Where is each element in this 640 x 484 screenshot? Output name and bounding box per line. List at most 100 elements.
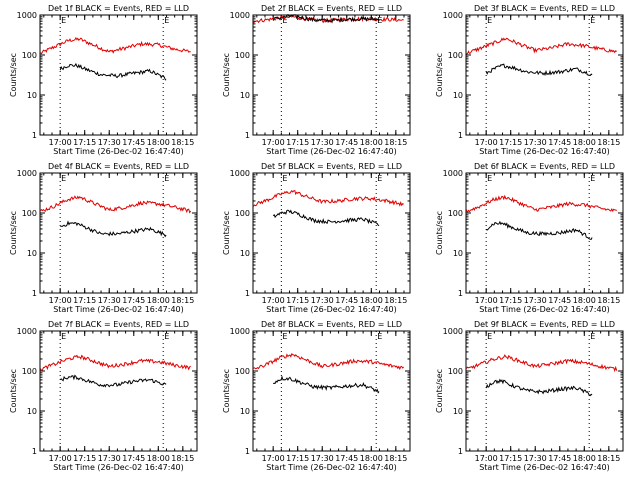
time-marker-label: E xyxy=(61,174,66,183)
x-tick-label: 18:15 xyxy=(384,296,407,305)
lld-series-line xyxy=(466,354,618,373)
plot-frame xyxy=(465,330,624,452)
y-axis-label: Counts/sec xyxy=(435,211,444,255)
x-tick-label: 17:30 xyxy=(524,454,547,463)
x-axis-label: Start Time (26-Dec-02 16:47:40) xyxy=(53,463,184,472)
y-tick-label: 10 xyxy=(453,407,463,416)
y-tick-label: 1 xyxy=(245,131,250,140)
y-tick-label: 10 xyxy=(27,249,37,258)
x-tick-label: 18:00 xyxy=(360,454,383,463)
x-tick-label: 17:15 xyxy=(499,138,522,147)
detector-panel: Det 1f BLACK = Events, RED = LLD Start Ti… xyxy=(9,4,198,156)
time-marker-label: E xyxy=(590,16,595,25)
x-tick-label: 17:30 xyxy=(98,138,121,147)
x-tick-label: 17:15 xyxy=(286,138,309,147)
x-axis-label: Start Time (26-Dec-02 16:47:40) xyxy=(53,305,184,314)
y-tick-label: 100 xyxy=(448,367,463,376)
time-marker-label: E xyxy=(377,174,382,183)
y-tick-label: 100 xyxy=(235,367,250,376)
time-marker-label: E xyxy=(282,332,287,341)
y-tick-label: 1000 xyxy=(17,11,37,20)
x-tick-label: 18:15 xyxy=(597,454,620,463)
detector-panel: Det 9f BLACK = Events, RED = LLD Start Ti… xyxy=(435,320,624,472)
time-marker-label: E xyxy=(164,332,169,341)
y-tick-label: 1 xyxy=(245,289,250,298)
x-tick-label: 18:15 xyxy=(597,138,620,147)
x-tick-label: 17:00 xyxy=(262,296,285,305)
events-series-line xyxy=(59,374,167,388)
x-tick-label: 17:45 xyxy=(122,138,145,147)
x-tick-label: 17:30 xyxy=(98,296,121,305)
time-marker-label: E xyxy=(282,174,287,183)
plot-frame xyxy=(39,330,198,452)
y-axis-label: Counts/sec xyxy=(222,53,231,97)
plot-frame xyxy=(39,14,198,136)
time-marker-label: E xyxy=(590,174,595,183)
x-tick-label: 17:45 xyxy=(335,296,358,305)
y-axis-label: Counts/sec xyxy=(222,369,231,413)
x-axis-label: Start Time (26-Dec-02 16:47:40) xyxy=(266,463,397,472)
y-tick-label: 100 xyxy=(22,209,37,218)
y-tick-label: 100 xyxy=(22,367,37,376)
y-tick-label: 10 xyxy=(240,407,250,416)
y-tick-label: 10 xyxy=(27,407,37,416)
y-tick-label: 1 xyxy=(32,447,37,456)
events-series-line xyxy=(60,220,167,238)
x-tick-label: 17:30 xyxy=(311,138,334,147)
y-axis-label: Counts/sec xyxy=(9,211,18,255)
x-tick-label: 17:30 xyxy=(311,296,334,305)
y-tick-label: 100 xyxy=(235,209,250,218)
plot-frame xyxy=(465,14,624,136)
x-tick-label: 17:45 xyxy=(335,138,358,147)
x-tick-label: 18:00 xyxy=(360,296,383,305)
panel-title: Det 4f BLACK = Events, RED = LLD xyxy=(48,162,189,171)
x-tick-label: 17:30 xyxy=(98,454,121,463)
y-tick-label: 100 xyxy=(235,51,250,60)
x-tick-label: 17:15 xyxy=(286,454,309,463)
x-axis-label: Start Time (26-Dec-02 16:47:40) xyxy=(53,147,184,156)
y-tick-label: 1000 xyxy=(443,11,463,20)
detector-panel: Det 3f BLACK = Events, RED = LLD Start Ti… xyxy=(435,4,624,156)
x-tick-label: 17:00 xyxy=(475,296,498,305)
y-tick-label: 1000 xyxy=(230,327,250,336)
events-series-line xyxy=(59,62,167,81)
panel-title: Det 2f BLACK = Events, RED = LLD xyxy=(261,4,402,13)
time-marker-label: E xyxy=(282,16,287,25)
time-marker-label: E xyxy=(487,332,492,341)
y-tick-label: 1 xyxy=(32,131,37,140)
panel-title: Det 9f BLACK = Events, RED = LLD xyxy=(474,320,615,329)
x-axis-label: Start Time (26-Dec-02 16:47:40) xyxy=(479,147,610,156)
panel-title: Det 6f BLACK = Events, RED = LLD xyxy=(474,162,615,171)
events-series-line xyxy=(485,63,593,77)
events-series-line xyxy=(272,209,380,227)
x-tick-label: 18:15 xyxy=(171,138,194,147)
y-tick-label: 10 xyxy=(453,91,463,100)
x-tick-label: 17:00 xyxy=(49,296,72,305)
y-tick-label: 100 xyxy=(22,51,37,60)
x-tick-label: 17:15 xyxy=(499,454,522,463)
panel-title: Det 1f BLACK = Events, RED = LLD xyxy=(48,4,189,13)
time-marker-label: E xyxy=(164,16,169,25)
x-tick-label: 17:00 xyxy=(475,454,498,463)
x-tick-label: 18:15 xyxy=(597,296,620,305)
x-tick-label: 18:00 xyxy=(147,454,170,463)
lld-series-line xyxy=(40,36,191,55)
x-tick-label: 17:45 xyxy=(548,454,571,463)
events-series-line xyxy=(485,378,593,397)
x-tick-label: 17:30 xyxy=(524,138,547,147)
events-series-line xyxy=(485,220,593,240)
time-marker-label: E xyxy=(377,332,382,341)
panel-title: Det 7f BLACK = Events, RED = LLD xyxy=(48,320,189,329)
panel-title: Det 5f BLACK = Events, RED = LLD xyxy=(261,162,402,171)
time-marker-label: E xyxy=(61,332,66,341)
y-axis-label: Counts/sec xyxy=(222,211,231,255)
x-tick-label: 18:00 xyxy=(573,138,596,147)
detector-panel: Det 6f BLACK = Events, RED = LLD Start Ti… xyxy=(435,162,624,314)
x-tick-label: 17:00 xyxy=(475,138,498,147)
x-tick-label: 18:00 xyxy=(573,454,596,463)
plot-frame xyxy=(252,14,411,136)
x-tick-label: 17:45 xyxy=(335,454,358,463)
x-tick-label: 17:00 xyxy=(49,138,72,147)
time-marker-label: E xyxy=(590,332,595,341)
detector-panel: Det 2f BLACK = Events, RED = LLD Start Ti… xyxy=(222,4,411,156)
